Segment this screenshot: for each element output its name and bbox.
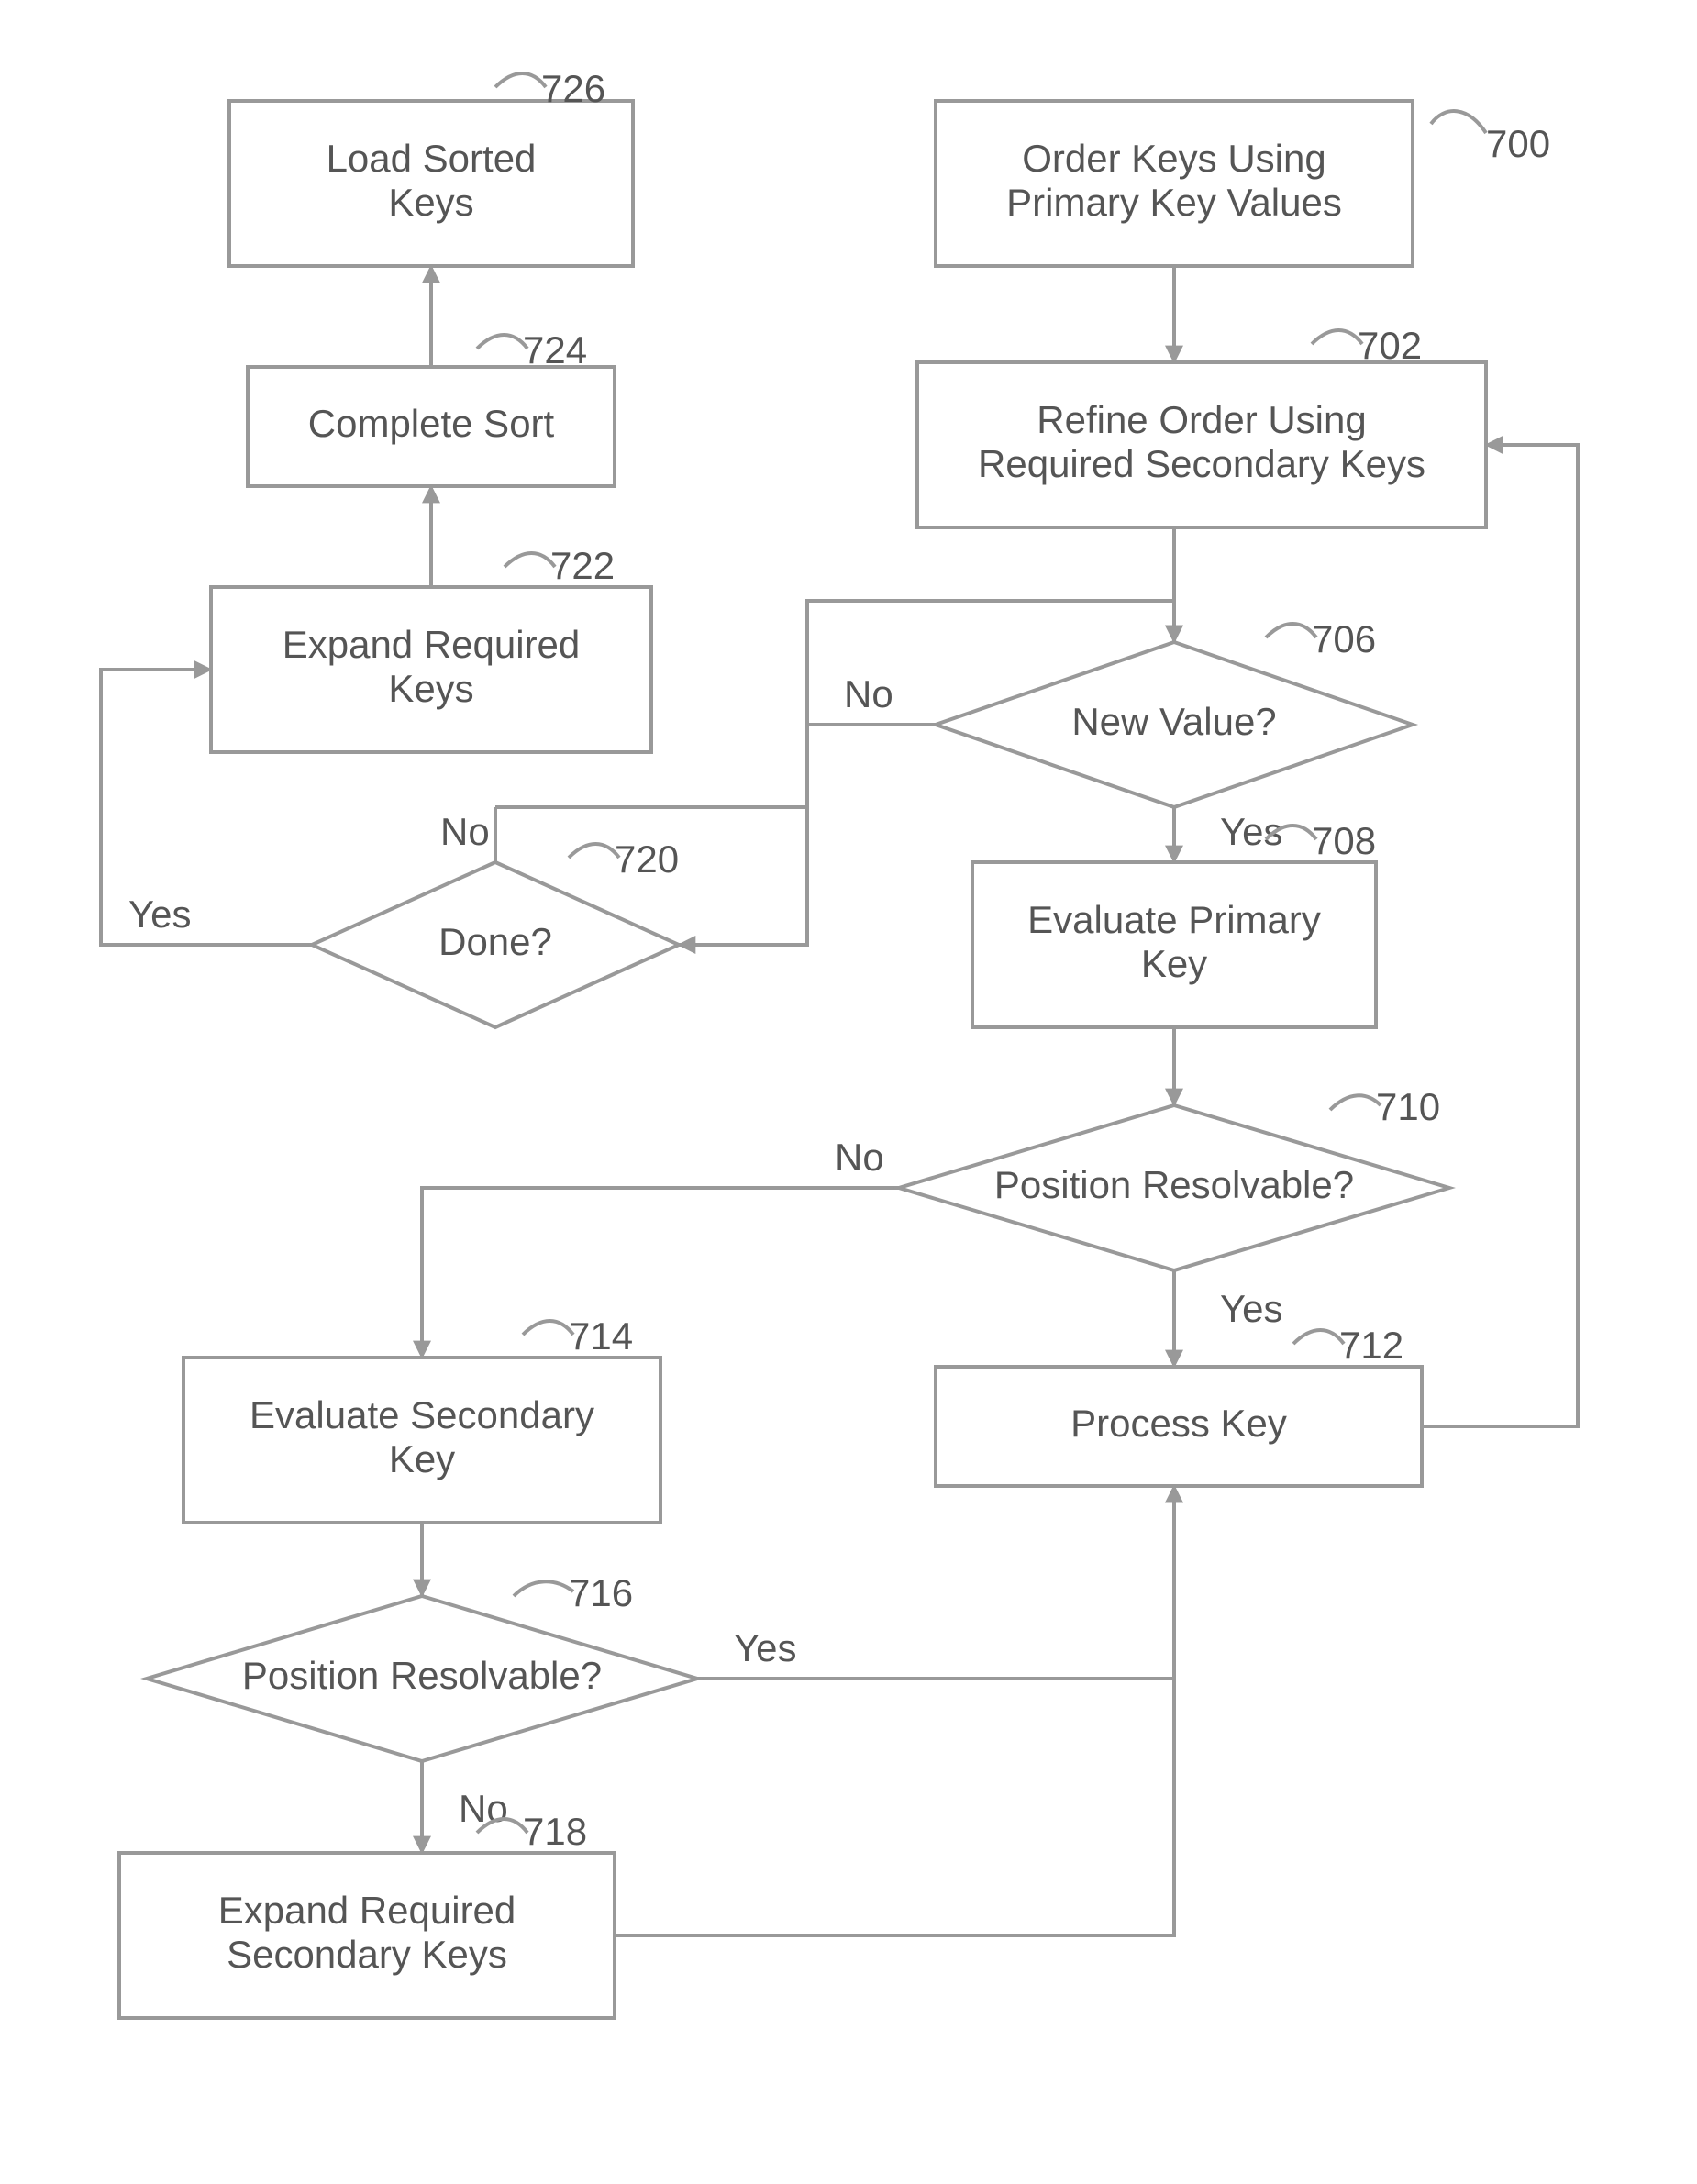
node-label: Evaluate Secondary [250, 1393, 594, 1436]
ref-number: 722 [550, 544, 615, 587]
node-label: New Value? [1071, 700, 1276, 743]
node-n700: Order Keys UsingPrimary Key Values 700 [936, 101, 1550, 266]
ref-number: 724 [523, 328, 587, 371]
node-label: Refine Order Using [1037, 398, 1366, 441]
ref-number: 700 [1486, 122, 1550, 165]
edge-label: Yes [128, 892, 192, 936]
ref-number: 702 [1358, 324, 1422, 367]
node-label: Key [1141, 942, 1207, 985]
ref-number: 714 [569, 1314, 633, 1358]
ref-number: 706 [1312, 617, 1376, 660]
node-label: Process Key [1070, 1402, 1287, 1445]
node-label: Primary Key Values [1006, 181, 1342, 224]
node-n720: Done? 720 [312, 837, 679, 1027]
ref-number: 718 [523, 1810, 587, 1853]
ref-number: 726 [541, 67, 605, 110]
edge-label: No [459, 1787, 508, 1830]
ref-number: 716 [569, 1571, 633, 1614]
edge-label: Yes [734, 1626, 797, 1669]
node-n706: New Value? 706 [936, 617, 1413, 807]
ref-number: 712 [1339, 1324, 1403, 1367]
node-label: Key [389, 1437, 455, 1480]
edge-label: No [835, 1136, 884, 1179]
node-label: Required Secondary Keys [978, 442, 1425, 485]
node-label: Done? [438, 920, 552, 963]
node-n726: Load SortedKeys 726 [229, 67, 633, 266]
node-label: Keys [388, 667, 473, 710]
node-label: Keys [388, 181, 473, 224]
node-label: Complete Sort [308, 402, 555, 445]
edge-label: Yes [1220, 1287, 1283, 1330]
node-n702: Refine Order UsingRequired Secondary Key… [917, 324, 1486, 527]
node-n712: Process Key 712 [936, 1324, 1422, 1486]
node-label: Expand Required [283, 623, 581, 666]
node-label: Evaluate Primary [1027, 898, 1321, 941]
node-n718: Expand RequiredSecondary Keys 718 [119, 1810, 615, 2018]
node-label: Order Keys Using [1022, 137, 1325, 180]
edge-label: No [440, 810, 490, 853]
node-n716: Position Resolvable? 716 [147, 1571, 697, 1761]
node-n710: Position Resolvable? 710 [899, 1085, 1449, 1270]
node-label: Load Sorted [327, 137, 537, 180]
ref-number: 708 [1312, 819, 1376, 862]
edge-label: No [844, 672, 893, 715]
ref-number: 720 [615, 837, 679, 881]
node-label: Position Resolvable? [242, 1654, 602, 1697]
node-label: Position Resolvable? [994, 1163, 1354, 1206]
node-label: Expand Required [218, 1889, 516, 1932]
ref-number: 710 [1376, 1085, 1440, 1128]
node-label: Secondary Keys [227, 1933, 507, 1976]
